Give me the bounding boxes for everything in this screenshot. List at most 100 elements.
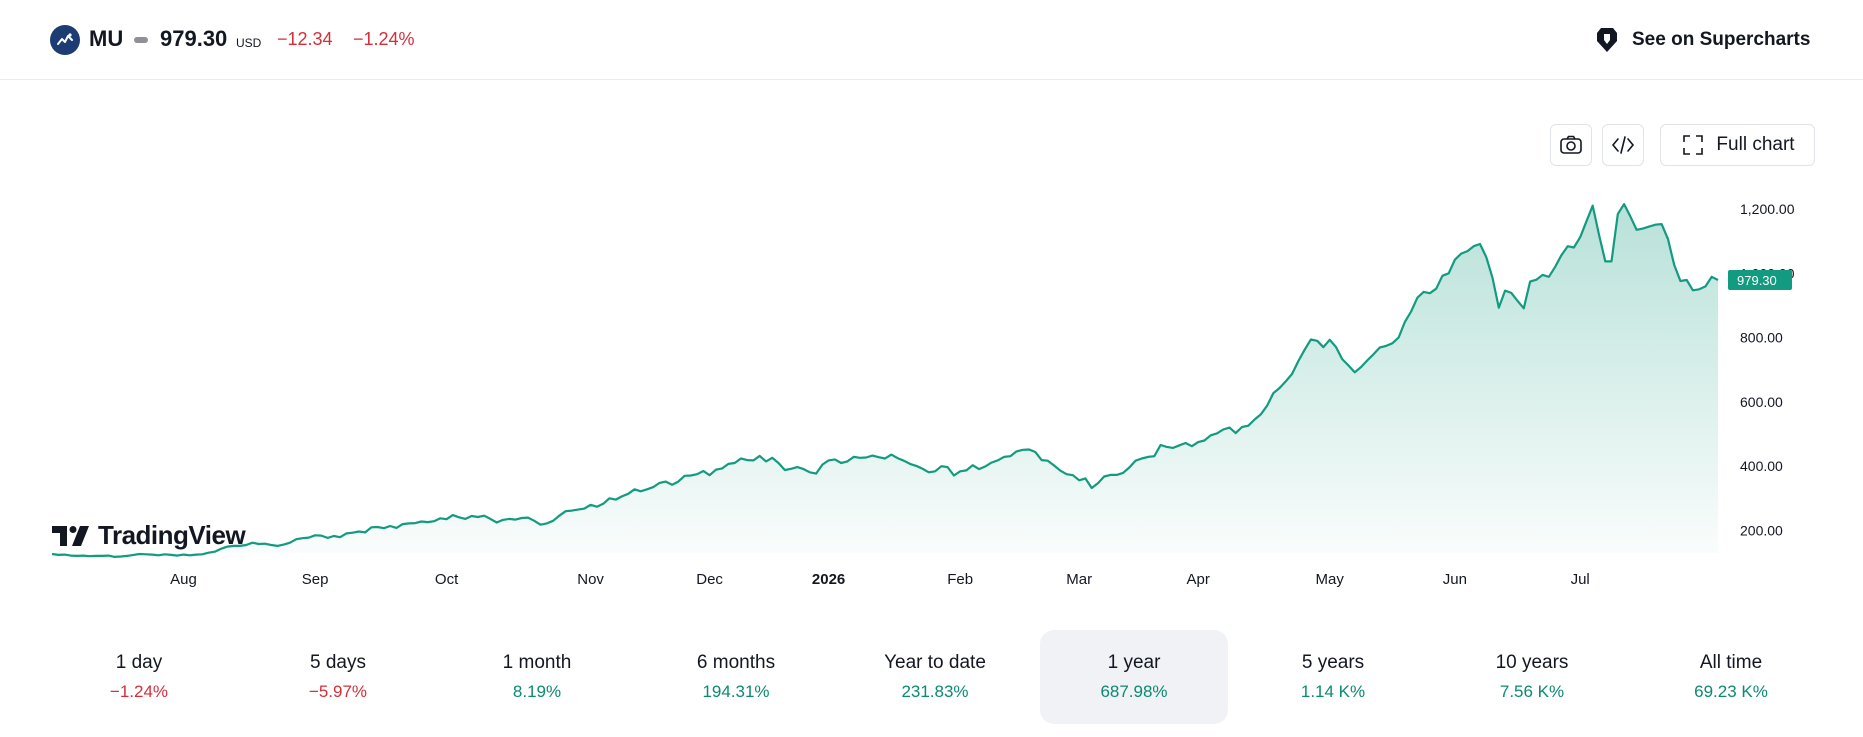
price-point [189,554,191,556]
price-point [1705,285,1707,287]
tradingview-brand[interactable]: TradingView [52,520,246,551]
price-point [972,464,974,466]
price-point [1379,347,1381,349]
price-point [1423,291,1425,293]
price-point [815,473,817,475]
price-point [1103,476,1105,478]
snapshot-button[interactable] [1550,124,1592,166]
range-5-years[interactable]: 5 years 1.14 K% [1239,630,1427,724]
price-point [846,460,848,462]
range-1-year[interactable]: 1 year 687.98% [1040,630,1228,724]
price-point [1679,280,1681,282]
price-point [778,462,780,464]
range-year-to-date[interactable]: Year to date 231.83% [841,630,1029,724]
price-point [1398,337,1400,339]
price-point [1604,260,1606,262]
price-point [1667,238,1669,240]
x-tick-label: Apr [1187,571,1210,588]
price-point [947,466,949,468]
range-label: 10 years [1495,652,1569,673]
range-10-years[interactable]: 10 years 7.56 K% [1438,630,1626,724]
range-change: 7.56 K% [1499,682,1565,701]
price-point [934,470,936,472]
price-point [1385,345,1387,347]
price-point [1698,288,1700,290]
price-point [327,537,329,539]
price-point [1078,479,1080,481]
price-point [1254,419,1256,421]
range-5-days[interactable]: 5 days −5.97% [244,630,432,724]
price-point [897,457,899,459]
range-change: 687.98% [1100,682,1168,701]
x-tick-label: Sep [302,571,329,588]
price-point [358,531,360,533]
price-point [1642,228,1644,230]
price-point [352,532,354,534]
price-point [690,475,692,477]
x-tick-label: Dec [696,571,723,588]
price-point [1191,445,1193,447]
price-point [1636,229,1638,231]
range-label: 1 day [115,652,163,673]
micron-mark-icon [57,33,73,45]
price-point [565,510,567,512]
header-bar: MU 979.30 USD −12.34 −1.24% See on Super… [0,0,1863,80]
range-1-day[interactable]: 1 day −1.24% [45,630,233,724]
price-point [984,466,986,468]
price-point [139,553,141,555]
micron-logo-icon[interactable] [50,25,80,55]
price-point [878,456,880,458]
supercharts-label: See on Supercharts [1632,29,1811,50]
price-point [439,517,441,519]
price-point [1047,460,1049,462]
price-point [978,468,980,470]
price-point [1573,247,1575,249]
ticker-symbol[interactable]: MU [89,26,124,51]
embed-code-button[interactable] [1602,124,1644,166]
price-point [1329,339,1331,341]
price-point [333,535,335,537]
price-point [909,463,911,465]
price-point [521,517,523,519]
price-point [1310,339,1312,341]
price-point [1354,371,1356,373]
currency-label: USD [236,36,262,50]
price-point [540,524,542,526]
x-tick-label: 2026 [812,571,845,588]
range-6-months[interactable]: 6 months 194.31% [642,630,830,724]
price-point [264,543,266,545]
range-all-time[interactable]: All time 69.23 K% [1637,630,1825,724]
price-point [577,509,579,511]
full-chart-button[interactable]: Full chart [1660,124,1815,166]
price-point [214,551,216,553]
price-point [446,518,448,520]
price-point [126,555,128,557]
price-point [258,543,260,545]
price-point [1654,224,1656,226]
price-point [928,471,930,473]
range-1-month[interactable]: 1 month 8.19% [443,630,631,724]
see-on-supercharts-link[interactable]: See on Supercharts [1592,22,1810,58]
price-point [727,463,729,465]
range-label: All time [1699,652,1763,673]
price-point [383,527,385,529]
price-chart[interactable]: 200.00400.00600.00800.001,000.001,200.00… [0,180,1863,600]
price-point [120,556,122,558]
price-point [1153,455,1155,457]
price-point [483,515,485,517]
price-point [1460,253,1462,255]
price-point [195,554,197,556]
price-point [771,457,773,459]
price-point [1203,440,1205,442]
price-point [997,459,999,461]
range-change: 194.31% [702,682,770,701]
range-label: 6 months [696,652,776,673]
price-point [283,544,285,546]
price-point [89,555,91,557]
price-point [1066,473,1068,475]
price-point [1210,434,1212,436]
y-tick-label: 800.00 [1740,330,1783,346]
price-point [1492,277,1494,279]
price-point [170,554,172,556]
